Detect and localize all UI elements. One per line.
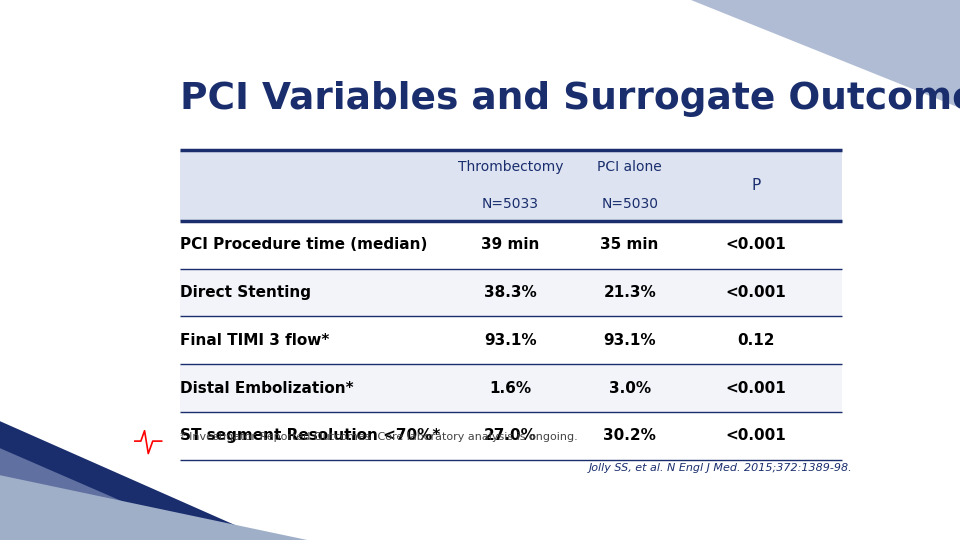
Text: N=5033: N=5033 xyxy=(482,197,540,211)
Text: Jolly SS, et al. N Engl J Med. 2015;372:1389-98.: Jolly SS, et al. N Engl J Med. 2015;372:… xyxy=(589,463,852,473)
Text: 35 min: 35 min xyxy=(600,237,659,252)
Text: Direct Stenting: Direct Stenting xyxy=(180,285,310,300)
Bar xyxy=(180,268,842,316)
Text: PCI Variables and Surrogate Outcomes: PCI Variables and Surrogate Outcomes xyxy=(180,82,960,117)
Bar xyxy=(180,364,842,412)
Text: Thrombectomy: Thrombectomy xyxy=(458,160,564,174)
Text: P: P xyxy=(752,178,760,193)
Bar xyxy=(180,412,842,460)
Text: TOTA
L: TOTA L xyxy=(153,428,181,450)
Text: N=5030: N=5030 xyxy=(601,197,659,211)
Text: 93.1%: 93.1% xyxy=(484,333,537,348)
Text: ST segment Resolution <70%*: ST segment Resolution <70%* xyxy=(180,428,440,443)
Text: 93.1%: 93.1% xyxy=(603,333,656,348)
Text: PCI Procedure time (median): PCI Procedure time (median) xyxy=(180,237,427,252)
Text: <0.001: <0.001 xyxy=(726,381,786,396)
Text: PCI alone: PCI alone xyxy=(597,160,662,174)
Text: 30.2%: 30.2% xyxy=(603,428,656,443)
Bar xyxy=(180,150,842,221)
Text: 3.0%: 3.0% xyxy=(609,381,651,396)
Text: <0.001: <0.001 xyxy=(726,428,786,443)
Bar xyxy=(180,316,842,364)
Text: Final TIMI 3 flow*: Final TIMI 3 flow* xyxy=(180,333,329,348)
Text: <0.001: <0.001 xyxy=(726,237,786,252)
Text: 0.12: 0.12 xyxy=(737,333,775,348)
Bar xyxy=(180,221,842,268)
Text: 39 min: 39 min xyxy=(481,237,540,252)
Text: 27.0%: 27.0% xyxy=(484,428,537,443)
Text: Distal Embolization*: Distal Embolization* xyxy=(180,381,353,396)
Text: <0.001: <0.001 xyxy=(726,285,786,300)
Text: * Investigator Reported Outcomes  Core laboratory analysis is ongoing.: * Investigator Reported Outcomes Core la… xyxy=(180,432,577,442)
Text: 38.3%: 38.3% xyxy=(484,285,537,300)
Text: 1.6%: 1.6% xyxy=(490,381,532,396)
Text: 21.3%: 21.3% xyxy=(603,285,656,300)
